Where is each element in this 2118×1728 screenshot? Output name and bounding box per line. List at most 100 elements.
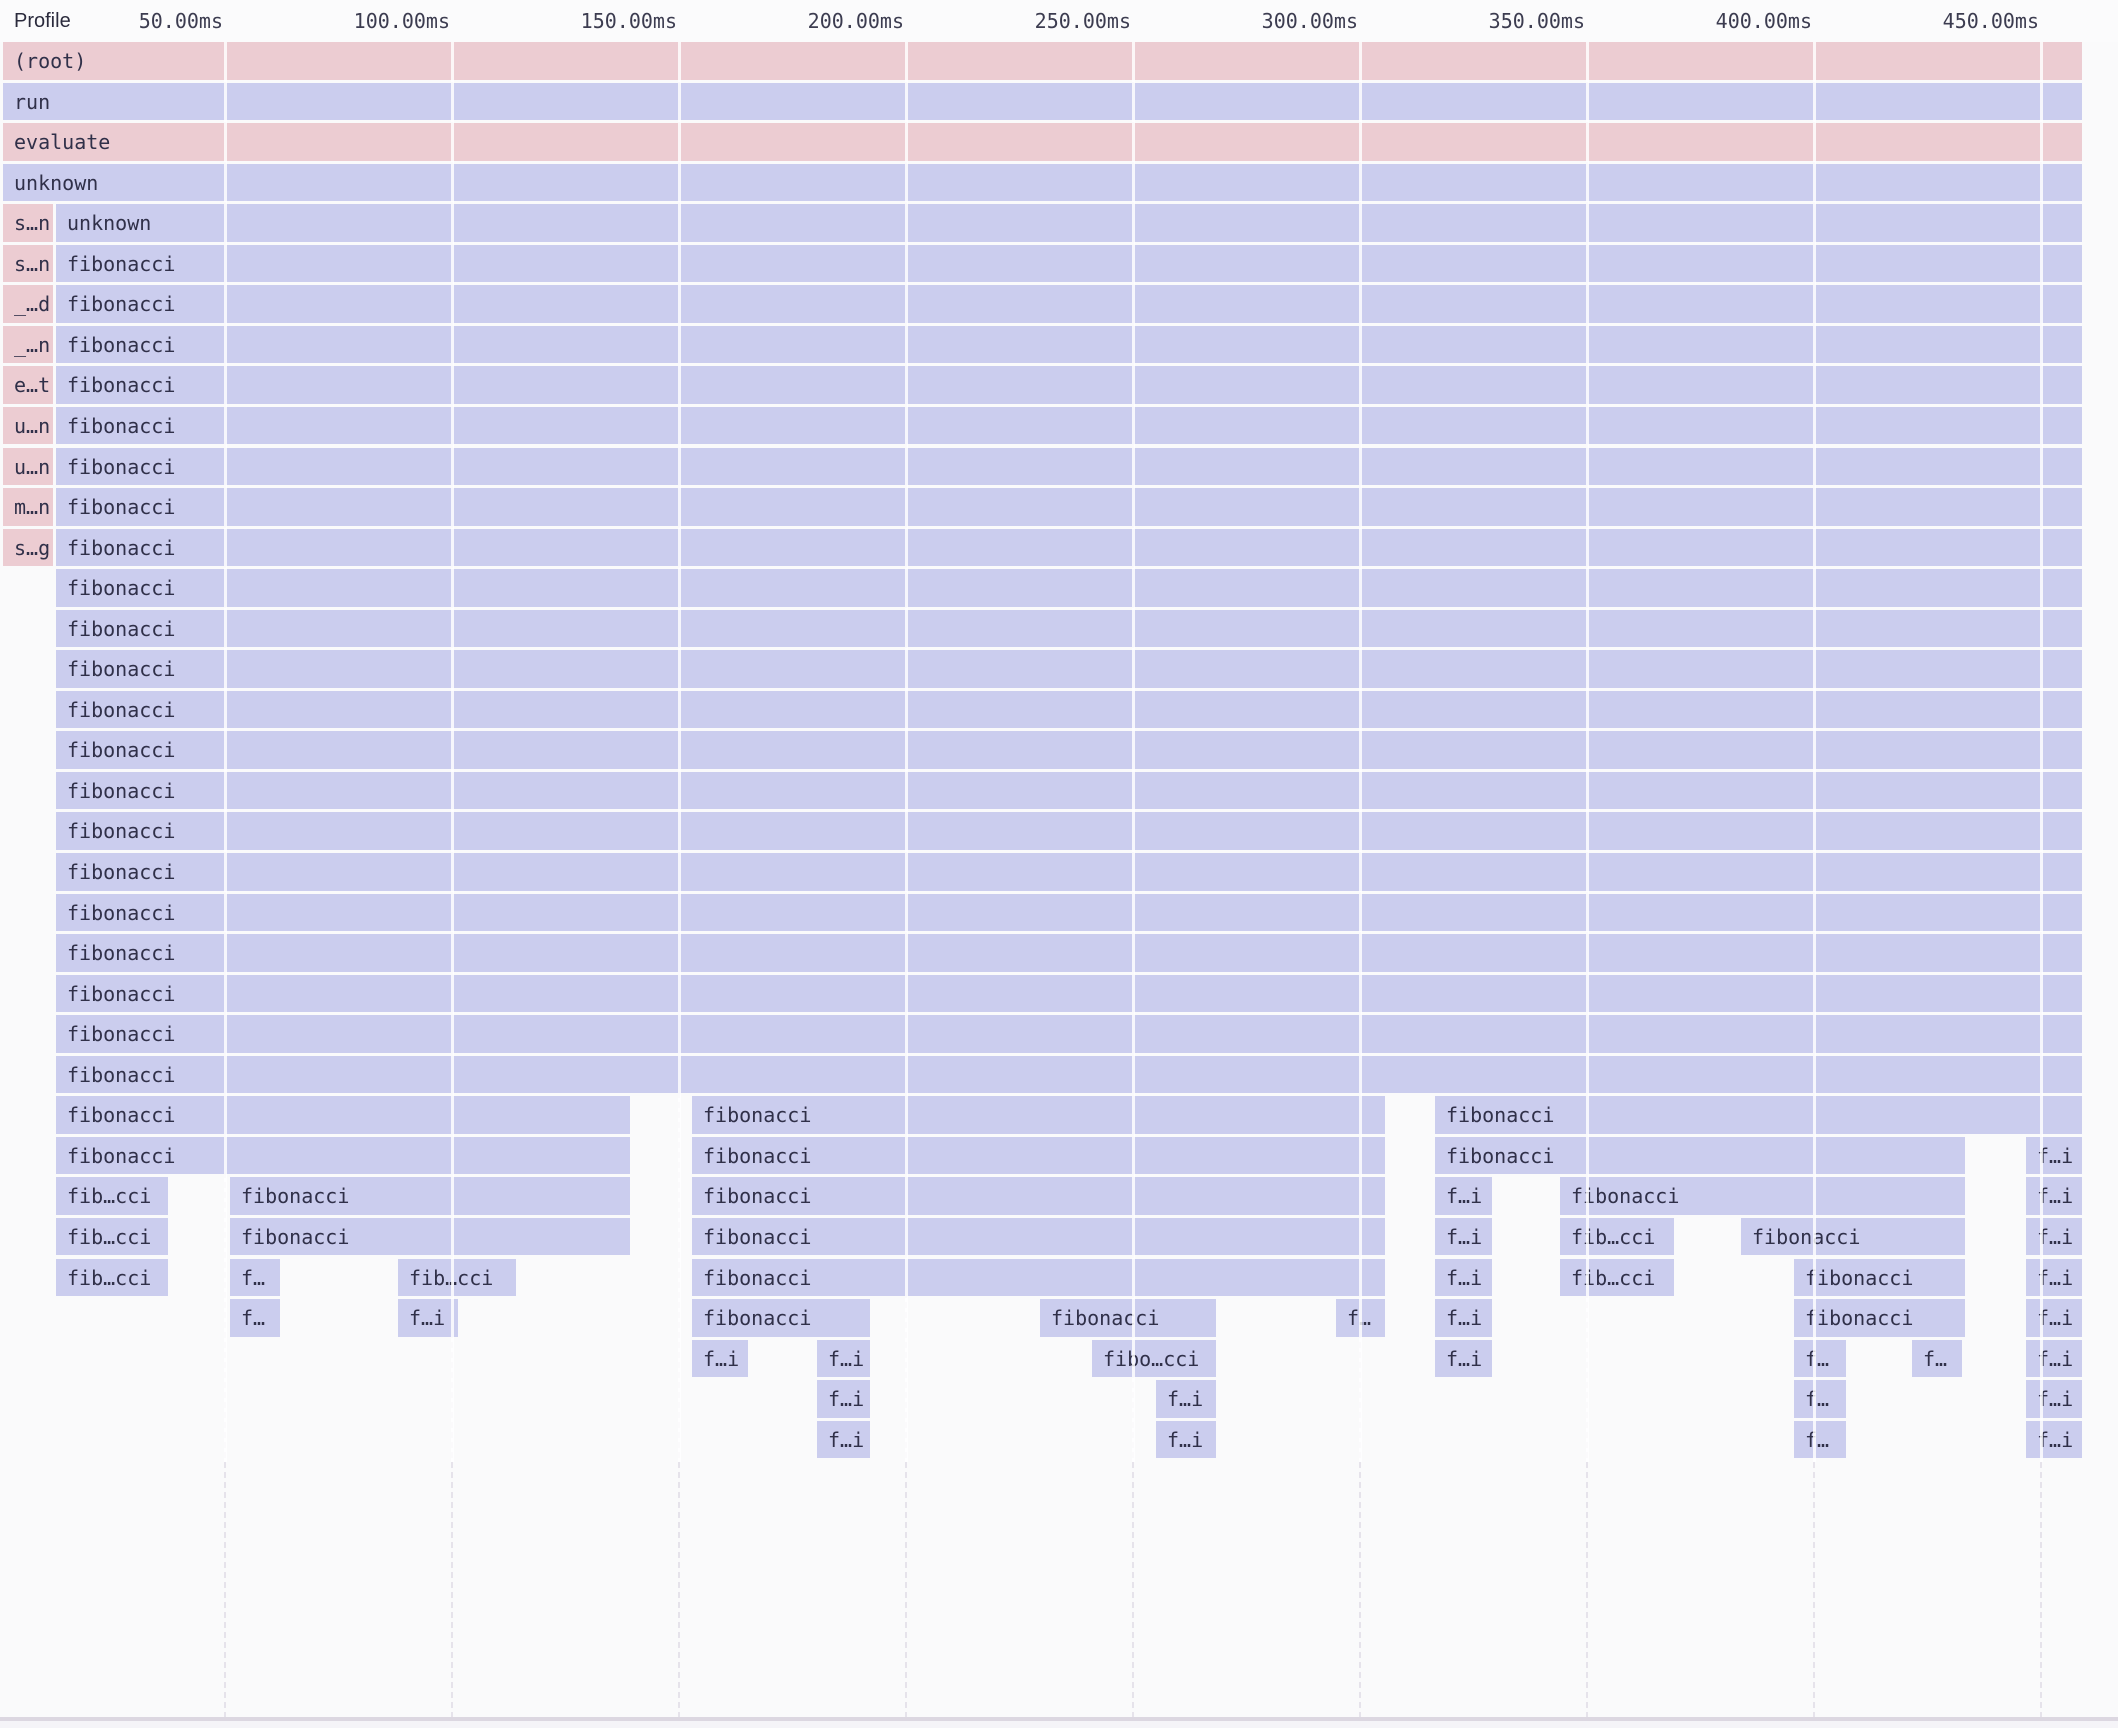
flame-frame[interactable]: evaluate [3,123,2082,161]
flame-frame[interactable]: f…i [2026,1339,2082,1378]
flame-frame-label: fibonacci [67,373,176,398]
flame-frame[interactable]: s…n [3,204,53,242]
flame-frame[interactable]: f…i [1435,1339,1492,1378]
flame-frame[interactable]: fib…cci [56,1258,168,1296]
flame-frame[interactable]: f…i [1435,1258,1492,1296]
flame-frame[interactable]: fibonacci [56,974,2082,1013]
flame-frame[interactable]: fibonacci [1794,1299,1965,1337]
flame-frame[interactable]: f… [1794,1420,1846,1459]
flame-frame-label: f…i [1446,1346,1483,1371]
flame-frame[interactable]: f… [230,1258,280,1296]
flame-frame-label: u…n [14,454,51,479]
flame-frame[interactable]: s…g [3,528,53,567]
flame-frame[interactable]: (root) [3,42,2082,80]
flame-frame[interactable]: fibonacci [56,569,2082,607]
flame-frame[interactable]: fibonacci [56,285,2082,323]
flame-frame[interactable]: fibonacci [56,893,2082,932]
flame-frame[interactable]: fibonacci [56,731,2082,769]
flame-frame[interactable]: f…i [1156,1380,1216,1418]
flame-frame[interactable]: f…i [1435,1299,1492,1337]
gridline-slit-50ms [224,42,227,1462]
flame-frame[interactable]: fibonacci [56,244,2082,283]
flame-frame[interactable]: fibonacci [56,325,2082,364]
flame-frame[interactable]: fibonacci [692,1136,1385,1175]
flame-frame[interactable]: fibonacci [56,650,2082,688]
flame-frame[interactable]: fib…cci [56,1217,168,1256]
flame-frame[interactable]: fibonacci [56,488,2082,526]
flame-frame[interactable]: m…n [3,488,53,526]
flame-frame[interactable]: f…i [2026,1217,2082,1256]
flame-frame[interactable]: f… [230,1299,280,1337]
flame-frame[interactable]: fibonacci [1040,1299,1216,1337]
flame-frame[interactable]: f…i [1435,1177,1492,1215]
flame-frame-label: fib…cci [67,1224,152,1249]
flame-frame[interactable]: _…n [3,325,53,364]
flame-frame[interactable]: fib…cci [1560,1258,1674,1296]
flame-frame[interactable]: fibonacci [56,609,2082,648]
flame-frame[interactable]: fibonacci [230,1177,630,1215]
flame-frame[interactable]: f…i [2026,1136,2082,1175]
flame-frame[interactable]: fibonacci [692,1177,1385,1215]
flame-frame[interactable]: f…i [2026,1299,2082,1337]
flame-frame[interactable]: fibonacci [692,1217,1385,1256]
flame-frame[interactable]: fibonacci [1435,1136,1965,1175]
flame-frame[interactable]: fibonacci [1741,1217,1965,1256]
flame-frame[interactable]: fibonacci [1435,1096,2082,1134]
flame-frame[interactable]: fibonacci [692,1096,1385,1134]
flame-frame[interactable]: f… [1794,1380,1846,1418]
flame-frame[interactable]: f…i [2026,1177,2082,1215]
flame-frame[interactable]: f… [1912,1339,1962,1378]
flame-frame[interactable]: f… [1794,1339,1846,1378]
flame-frame[interactable]: u…n [3,406,53,445]
flame-frame[interactable]: run [3,82,2082,121]
flame-frame-label: fibonacci [67,616,176,641]
flame-frame[interactable]: f…i [692,1339,748,1378]
flame-frame-label: fibonacci [67,332,176,357]
flame-frame[interactable]: f…i [817,1420,870,1459]
flame-frame[interactable]: fibonacci [56,812,2082,850]
flame-frame[interactable]: fibonacci [56,447,2082,485]
flame-frame[interactable]: fibonacci [56,366,2082,404]
flame-frame[interactable]: fibonacci [56,528,2082,567]
flame-frame[interactable]: fibonacci [230,1217,630,1256]
flame-frame[interactable]: f…i [2026,1258,2082,1296]
flame-frame[interactable]: fibonacci [56,406,2082,445]
flame-frame[interactable]: fibonacci [56,1055,2082,1094]
flame-frame[interactable]: fibonacci [56,934,2082,972]
flame-frame[interactable]: e…t [3,366,53,404]
flame-frame-label: fibonacci [703,1265,812,1290]
flame-frame[interactable]: _…d [3,285,53,323]
flame-frame-label: f…i [1446,1224,1483,1249]
flame-frame[interactable]: f…i [1435,1217,1492,1256]
flame-frame[interactable]: fibonacci [56,771,2082,810]
flame-frame[interactable]: f…i [1156,1420,1216,1459]
flame-frame[interactable]: fibonacci [56,853,2082,891]
flame-frame[interactable]: fibonacci [56,1136,630,1175]
flame-frame[interactable]: f…i [2026,1380,2082,1418]
flame-frame[interactable]: fibonacci [692,1258,1385,1296]
flame-frame[interactable]: s…n [3,244,53,283]
flame-frame[interactable]: fib…cci [1560,1217,1674,1256]
flame-frame-label: fibonacci [703,1224,812,1249]
flame-frame-label: fibonacci [67,251,176,276]
flame-frame[interactable]: fibonacci [1794,1258,1965,1296]
flame-frame[interactable]: f…i [2026,1420,2082,1459]
flame-frame[interactable]: fibonacci [56,690,2082,729]
flame-frame[interactable]: f…i [817,1380,870,1418]
flame-frame[interactable]: f…i [398,1299,458,1337]
gridline-slit-150ms [678,42,681,1462]
flame-frame[interactable]: u…n [3,447,53,485]
flame-frame[interactable]: fibonacci [692,1299,870,1337]
flame-frame-label: fibonacci [67,657,176,682]
flame-frame[interactable]: fib…cci [398,1258,516,1296]
flame-frame[interactable]: fibonacci [1560,1177,1965,1215]
flame-frame[interactable]: f…i [817,1339,870,1378]
flame-frame[interactable]: fib…cci [56,1177,168,1215]
flame-frame[interactable]: fibonacci [56,1096,630,1134]
flame-frame[interactable]: fibonacci [56,1015,2082,1053]
flame-frame[interactable]: fibo…cci [1092,1339,1216,1378]
gridline-slit-400ms [1813,42,1816,1462]
flame-frame[interactable]: unknown [56,204,2082,242]
flame-frame-label: f… [1805,1427,1830,1452]
flame-frame[interactable]: unknown [3,163,2082,202]
